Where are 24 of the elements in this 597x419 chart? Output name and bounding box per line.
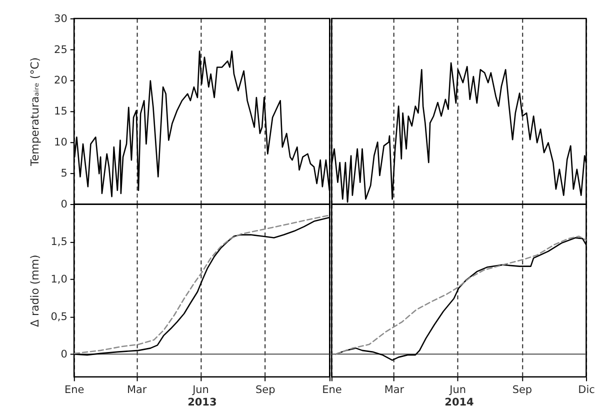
y-tick-label: 15 bbox=[54, 106, 68, 118]
x-tick-label: Mar bbox=[384, 384, 405, 396]
x-tick-label: Dic bbox=[578, 384, 596, 396]
x-tick-label: Mar bbox=[126, 384, 148, 396]
y-tick-label: 0 bbox=[60, 198, 68, 210]
y-axis-title: Temperaturaₐᵢᵣₑ (°C) bbox=[28, 57, 42, 167]
y-tick-label: 25 bbox=[54, 44, 68, 56]
y-tick-label: 1,0 bbox=[50, 274, 68, 286]
x-tick-label: Sep bbox=[512, 384, 532, 396]
y-tick-label: 0,5 bbox=[50, 311, 68, 324]
y-axis-title: Δ radio (mm) bbox=[28, 254, 42, 328]
x-axis-title: 2013 bbox=[188, 396, 217, 409]
x-tick-label: Jun bbox=[448, 384, 466, 396]
x-tick-label: Jun bbox=[192, 384, 209, 396]
x-tick-label: Sep bbox=[255, 384, 276, 396]
y-tick-label: 10 bbox=[54, 136, 68, 149]
y-tick-label: 0 bbox=[60, 348, 68, 361]
y-tick-label: 1,5 bbox=[50, 236, 68, 248]
y-tick-label: 30 bbox=[54, 12, 68, 25]
y-tick-label: 5 bbox=[60, 168, 68, 180]
x-axis-title: 2014 bbox=[444, 396, 474, 409]
x-tick-label: Ene bbox=[322, 384, 342, 396]
x-tick-label: Ene bbox=[64, 384, 84, 396]
y-tick-label: 20 bbox=[54, 74, 68, 87]
